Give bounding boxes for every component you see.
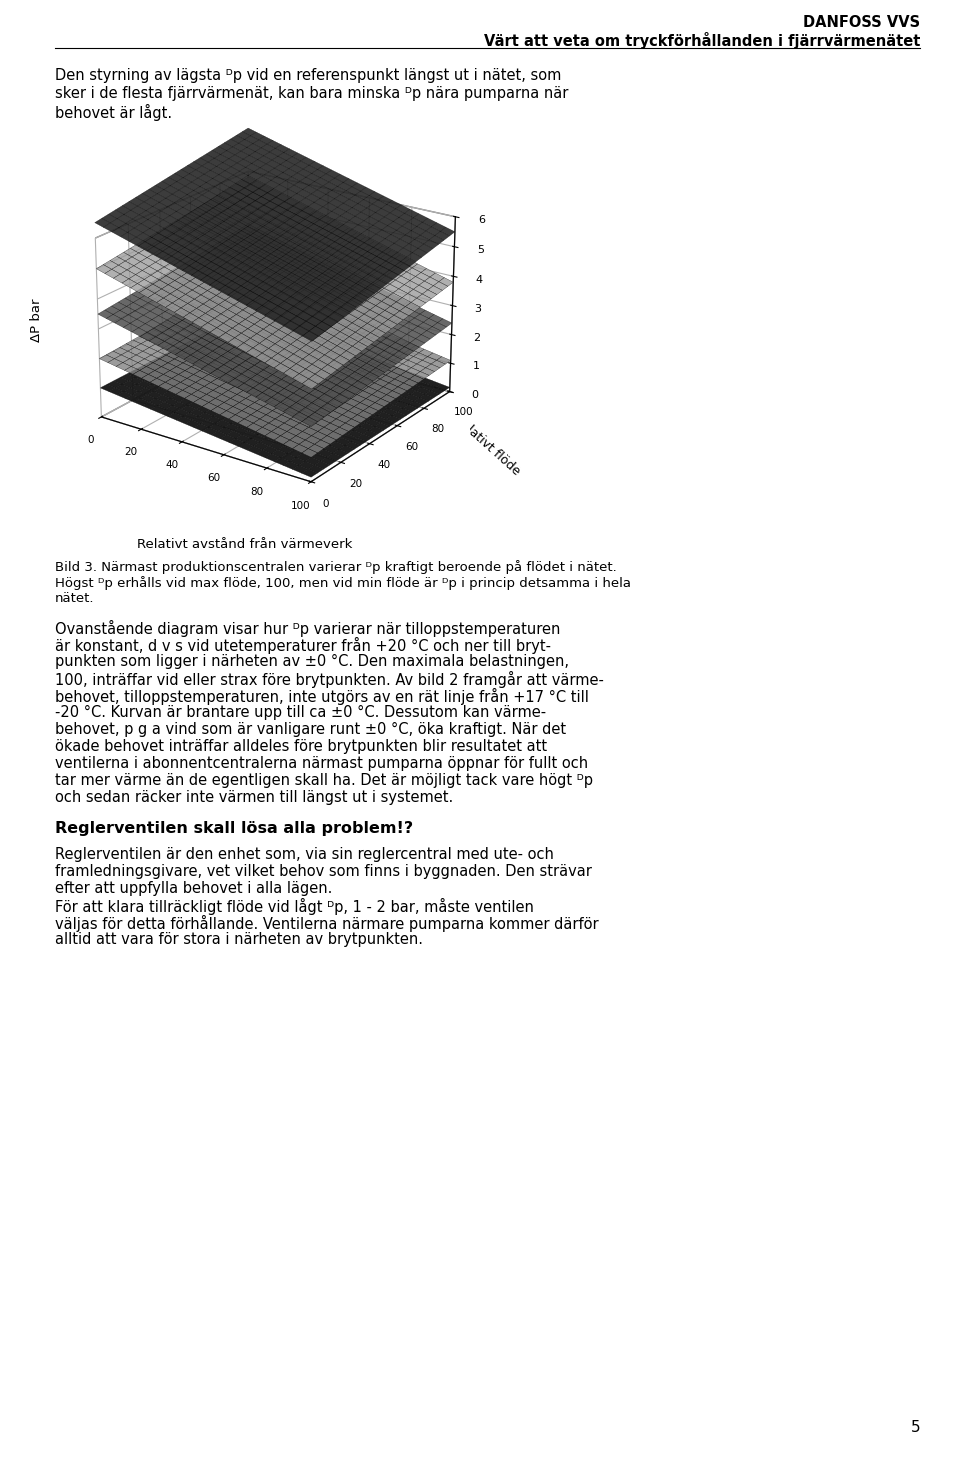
Text: 100, inträffar vid eller strax före brytpunkten. Av bild 2 framgår att värme-: 100, inträffar vid eller strax före bryt… — [55, 671, 604, 688]
Text: DANFOSS VVS: DANFOSS VVS — [803, 15, 920, 31]
Text: punkten som ligger i närheten av ±0 °C. Den maximala belastningen,: punkten som ligger i närheten av ±0 °C. … — [55, 655, 569, 669]
Text: är konstant, d v s vid utetemperaturer från +20 °C och ner till bryt-: är konstant, d v s vid utetemperaturer f… — [55, 637, 551, 655]
Text: Relativt flöde: Relativt flöde — [452, 413, 522, 478]
Text: behovet, tilloppstemperaturen, inte utgörs av en rät linje från +17 °C till: behovet, tilloppstemperaturen, inte utgö… — [55, 688, 588, 706]
Text: Högst ᴰp erhålls vid max flöde, 100, men vid min flöde är ᴰp i princip detsamma : Högst ᴰp erhålls vid max flöde, 100, men… — [55, 576, 631, 590]
Text: sker i de flesta fjärrvärmenät, kan bara minska ᴰp nära pumparna när: sker i de flesta fjärrvärmenät, kan bara… — [55, 86, 568, 101]
Text: behovet, p g a vind som är vanligare runt ±0 °C, öka kraftigt. När det: behovet, p g a vind som är vanligare run… — [55, 722, 566, 736]
Text: behovet är lågt.: behovet är lågt. — [55, 104, 172, 121]
Text: framledningsgivare, vet vilket behov som finns i byggnaden. Den strävar: framledningsgivare, vet vilket behov som… — [55, 865, 592, 879]
Text: Värt att veta om tryckförhållanden i fjärrvärmenätet: Värt att veta om tryckförhållanden i fjä… — [484, 32, 920, 50]
Text: efter att uppfylla behovet i alla lägen.: efter att uppfylla behovet i alla lägen. — [55, 881, 332, 897]
Text: och sedan räcker inte värmen till längst ut i systemet.: och sedan räcker inte värmen till längst… — [55, 790, 453, 805]
Text: För att klara tillräckligt flöde vid lågt ᴰp, 1 - 2 bar, måste ventilen: För att klara tillräckligt flöde vid låg… — [55, 898, 534, 916]
Text: Den styrning av lägsta ᴰp vid en referenspunkt längst ut i nätet, som: Den styrning av lägsta ᴰp vid en referen… — [55, 69, 562, 83]
Text: nätet.: nätet. — [55, 592, 94, 605]
Text: Bild 3. Närmast produktionscentralen varierar ᴰp kraftigt beroende på flödet i n: Bild 3. Närmast produktionscentralen var… — [55, 560, 616, 574]
Text: Relativt avstånd från värmeverk: Relativt avstånd från värmeverk — [137, 538, 352, 551]
Text: Reglerventilen skall lösa alla problem!?: Reglerventilen skall lösa alla problem!? — [55, 821, 413, 835]
Text: ΔP bar: ΔP bar — [31, 299, 43, 341]
Text: -20 °C. Kurvan är brantare upp till ca ±0 °C. Dessutom kan värme-: -20 °C. Kurvan är brantare upp till ca ±… — [55, 706, 546, 720]
Text: ventilerna i abonnentcentralerna närmast pumparna öppnar för fullt och: ventilerna i abonnentcentralerna närmast… — [55, 757, 588, 771]
Text: Ovanstående diagram visar hur ᴰp varierar när tilloppstemperaturen: Ovanstående diagram visar hur ᴰp variera… — [55, 620, 561, 637]
Text: alltid att vara för stora i närheten av brytpunkten.: alltid att vara för stora i närheten av … — [55, 932, 423, 948]
Text: 5: 5 — [910, 1420, 920, 1435]
Text: Reglerventilen är den enhet som, via sin reglercentral med ute- och: Reglerventilen är den enhet som, via sin… — [55, 847, 554, 862]
Text: tar mer värme än de egentligen skall ha. Det är möjligt tack vare högt ᴰp: tar mer värme än de egentligen skall ha.… — [55, 773, 593, 787]
Text: ökade behovet inträffar alldeles före brytpunkten blir resultatet att: ökade behovet inträffar alldeles före br… — [55, 739, 547, 754]
Text: väljas för detta förhållande. Ventilerna närmare pumparna kommer därför: väljas för detta förhållande. Ventilerna… — [55, 916, 599, 932]
